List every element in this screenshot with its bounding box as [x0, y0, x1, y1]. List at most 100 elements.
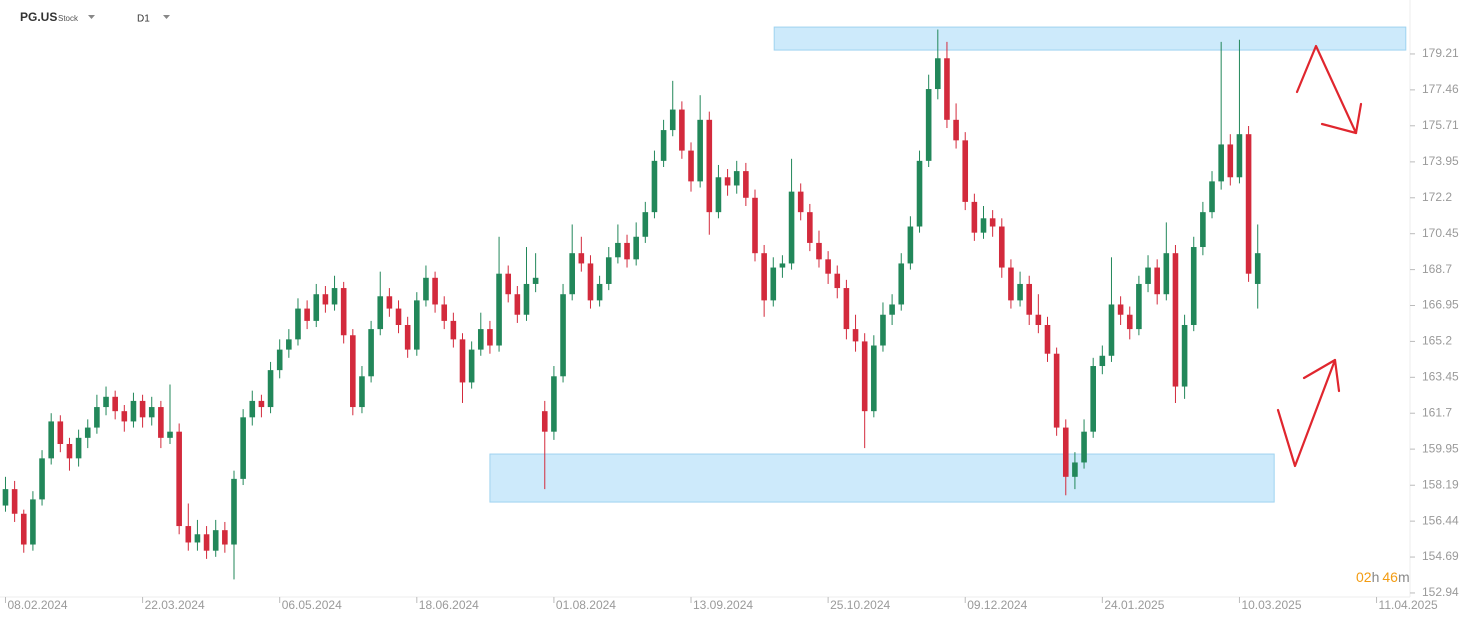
- toolbar: PG.US Stock D1: [20, 10, 170, 25]
- candle-body: [779, 263, 786, 268]
- candle-body: [176, 431, 182, 527]
- candle-body: [240, 417, 246, 479]
- axes: 152.94 154.69 156.44 158.19 159.95 161.7 163.4…: [0, 0, 1459, 612]
- candle-body: [112, 396, 118, 412]
- interval[interactable]: D1: [137, 14, 150, 25]
- candle-body: [39, 458, 45, 500]
- candle-body: [1044, 324, 1051, 354]
- candle-body: [980, 218, 987, 233]
- x-tick-label: 10.03.2025: [1241, 598, 1301, 612]
- candle-body: [1227, 144, 1234, 178]
- candle-body: [1181, 324, 1188, 387]
- candle-body: [541, 411, 548, 432]
- candle-body: [94, 407, 100, 428]
- hours-unit: h: [1372, 569, 1380, 585]
- instrument-kind: Stock: [58, 14, 79, 23]
- candle-body: [276, 349, 283, 371]
- candle-body: [496, 273, 502, 346]
- zones: [489, 26, 1407, 503]
- y-tick-label: 166.95: [1422, 298, 1459, 312]
- candle-body: [130, 400, 137, 422]
- candle-body: [1099, 355, 1106, 367]
- arrowhead: [1302, 358, 1341, 393]
- candle-body: [148, 407, 155, 418]
- candle-body: [505, 273, 512, 295]
- candle-body: [706, 119, 713, 213]
- x-tick-label: 24.01.2025: [1104, 598, 1164, 612]
- candle-body: [340, 288, 347, 336]
- candle-body: [286, 339, 292, 350]
- candle-body: [624, 242, 630, 260]
- candle-body: [989, 218, 996, 227]
- candle-body: [1108, 304, 1115, 356]
- candle-body: [834, 273, 841, 289]
- dropdown-icon[interactable]: [88, 15, 95, 19]
- candle-body: [477, 329, 484, 350]
- candle-body: [688, 150, 694, 182]
- candle-body: [212, 530, 219, 551]
- candle-body: [1245, 134, 1252, 274]
- candle-body: [761, 253, 767, 301]
- candle-body: [158, 407, 164, 438]
- candle-body: [1145, 267, 1151, 284]
- zone: [773, 26, 1407, 51]
- candle-body: [1200, 212, 1206, 248]
- candle-body: [596, 283, 603, 301]
- candle-body: [30, 499, 36, 545]
- candle-body: [2, 489, 9, 506]
- candle-body: [679, 109, 685, 151]
- candle-body: [1035, 314, 1042, 325]
- y-tick-label: 177.46: [1422, 82, 1459, 96]
- candle-body: [962, 140, 969, 202]
- x-tick-label: 09.12.2024: [967, 598, 1027, 612]
- candle-body: [75, 437, 82, 459]
- candle-body: [203, 534, 210, 551]
- candle-body: [852, 329, 859, 342]
- candle-body: [1163, 253, 1170, 295]
- candle-body: [1090, 366, 1096, 432]
- candle-body: [331, 288, 338, 305]
- candle-body: [880, 314, 886, 346]
- candle-body: [450, 320, 457, 340]
- candle-body: [1154, 267, 1160, 295]
- candle-body: [20, 513, 27, 545]
- candle-body: [395, 308, 402, 325]
- minutes-unit: m: [1398, 569, 1410, 585]
- candle-body: [788, 191, 795, 264]
- x-tick-label: 22.03.2024: [145, 598, 205, 612]
- candle-body: [258, 400, 265, 408]
- candle-body: [733, 171, 740, 186]
- candle-body: [807, 212, 813, 243]
- candle-body: [66, 443, 73, 459]
- candle-body: [605, 257, 612, 284]
- candle-body: [121, 411, 128, 422]
- annotations: [1276, 44, 1363, 468]
- candle-body: [660, 130, 667, 161]
- candle-body: [651, 160, 658, 213]
- arrow-down: [1295, 44, 1358, 135]
- candle-body: [1190, 247, 1197, 325]
- candle-body: [1026, 283, 1033, 315]
- candle-body: [468, 349, 475, 383]
- candle-body: [368, 329, 374, 377]
- symbol[interactable]: PG.US: [20, 10, 57, 24]
- candle-body: [322, 294, 329, 305]
- candle-body: [194, 534, 201, 543]
- candle-body: [313, 294, 320, 321]
- candle-body: [1218, 144, 1224, 182]
- candle-body: [1053, 353, 1060, 428]
- candle-body: [84, 427, 91, 438]
- candle-body: [907, 226, 914, 264]
- candle-body: [57, 421, 64, 444]
- candle-body: [770, 267, 777, 301]
- y-tick-label: 175.71: [1422, 118, 1459, 132]
- dropdown-icon[interactable]: [163, 15, 170, 19]
- x-tick-label: 06.05.2024: [282, 598, 342, 612]
- candle-body: [459, 339, 466, 383]
- candle-body: [139, 400, 146, 418]
- candle-body: [953, 119, 959, 141]
- candle-body: [304, 308, 310, 321]
- candle-body: [998, 226, 1005, 268]
- candle-body: [487, 329, 493, 346]
